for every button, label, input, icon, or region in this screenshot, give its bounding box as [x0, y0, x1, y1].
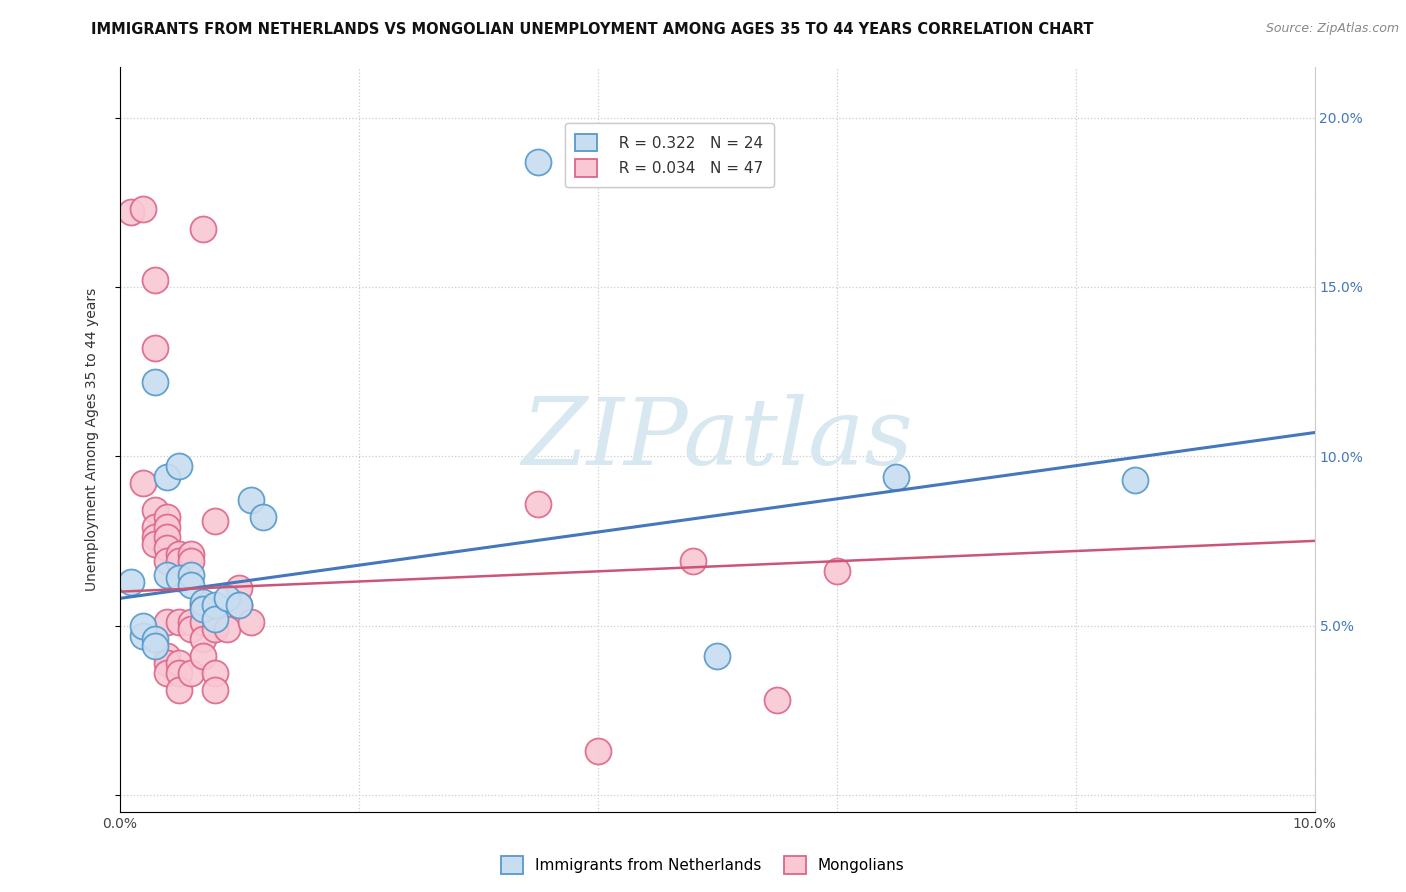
Point — [886, 469, 908, 483]
Point — [228, 598, 250, 612]
Point — [191, 595, 215, 609]
Point — [156, 531, 179, 545]
Point — [191, 601, 215, 615]
Point — [527, 497, 550, 511]
Point — [204, 682, 226, 697]
Point — [1125, 473, 1147, 487]
Point — [204, 514, 226, 528]
Point — [239, 493, 263, 508]
Point — [156, 510, 179, 524]
Point — [156, 554, 179, 568]
Point — [180, 578, 202, 592]
Point — [145, 531, 166, 545]
Point — [169, 571, 191, 585]
Point — [217, 622, 239, 636]
Point — [228, 582, 250, 596]
Point — [145, 537, 166, 551]
Point — [180, 615, 202, 629]
Point — [682, 554, 704, 568]
Point — [169, 459, 191, 474]
Point — [180, 622, 202, 636]
Point — [252, 510, 274, 524]
Point — [121, 574, 143, 589]
Point — [180, 554, 202, 568]
Point — [156, 615, 179, 629]
Point — [191, 632, 215, 646]
Point — [169, 656, 191, 670]
Legend: Immigrants from Netherlands, Mongolians: Immigrants from Netherlands, Mongolians — [495, 850, 911, 880]
Point — [204, 622, 226, 636]
Point — [180, 567, 202, 582]
Point — [145, 273, 166, 287]
Point — [191, 222, 215, 236]
Y-axis label: Unemployment Among Ages 35 to 44 years: Unemployment Among Ages 35 to 44 years — [84, 288, 98, 591]
Point — [145, 520, 166, 534]
Point — [132, 618, 155, 632]
Point — [228, 598, 250, 612]
Point — [169, 665, 191, 680]
Point — [132, 476, 155, 491]
Text: IMMIGRANTS FROM NETHERLANDS VS MONGOLIAN UNEMPLOYMENT AMONG AGES 35 TO 44 YEARS : IMMIGRANTS FROM NETHERLANDS VS MONGOLIAN… — [91, 22, 1094, 37]
Point — [527, 154, 550, 169]
Point — [156, 567, 179, 582]
Point — [169, 548, 191, 562]
Point — [156, 656, 179, 670]
Point — [204, 612, 226, 626]
Point — [169, 554, 191, 568]
Legend:   R = 0.322   N = 24,   R = 0.034   N = 47: R = 0.322 N = 24, R = 0.034 N = 47 — [565, 123, 773, 187]
Point — [156, 648, 179, 663]
Point — [766, 693, 789, 707]
Point — [156, 469, 179, 483]
Point — [239, 615, 263, 629]
Point — [145, 341, 166, 355]
Point — [145, 639, 166, 653]
Point — [180, 548, 202, 562]
Point — [145, 375, 166, 389]
Point — [180, 665, 202, 680]
Point — [169, 615, 191, 629]
Point — [169, 682, 191, 697]
Point — [132, 202, 155, 216]
Point — [156, 520, 179, 534]
Point — [191, 615, 215, 629]
Point — [217, 591, 239, 606]
Point — [156, 665, 179, 680]
Point — [132, 629, 155, 643]
Point — [191, 648, 215, 663]
Point — [586, 744, 609, 758]
Point — [204, 598, 226, 612]
Point — [121, 205, 143, 219]
Point — [204, 665, 226, 680]
Point — [706, 648, 728, 663]
Text: ZIPatlas: ZIPatlas — [522, 394, 912, 484]
Point — [156, 541, 179, 555]
Point — [145, 503, 166, 517]
Point — [191, 598, 215, 612]
Text: Source: ZipAtlas.com: Source: ZipAtlas.com — [1265, 22, 1399, 36]
Point — [145, 632, 166, 646]
Point — [825, 565, 848, 579]
